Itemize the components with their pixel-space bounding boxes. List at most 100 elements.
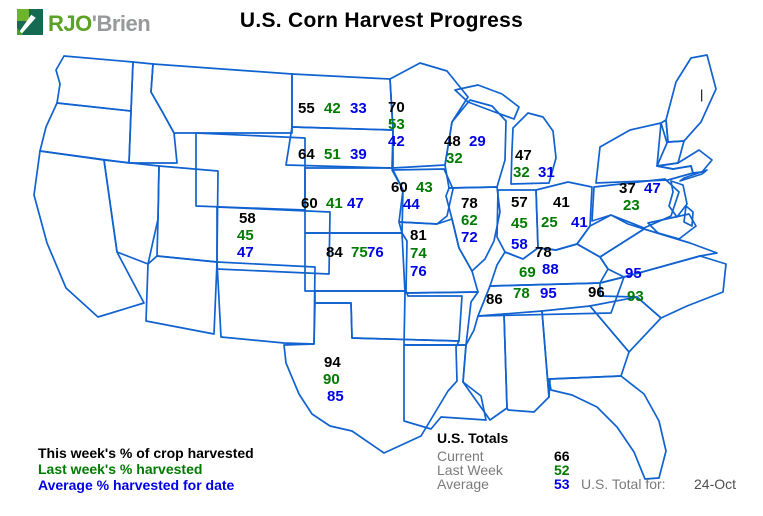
state-shape-washington bbox=[55, 55, 134, 112]
ne-average-value: 47 bbox=[347, 195, 364, 212]
state-shape-pennsylvania bbox=[591, 178, 680, 229]
ne-lastweek-value: 41 bbox=[326, 195, 343, 212]
in-average-value: 58 bbox=[511, 236, 528, 253]
wi-current-value: 48 bbox=[444, 133, 461, 150]
mi-average-value: 31 bbox=[538, 164, 555, 181]
in-current-value: 57 bbox=[511, 194, 528, 211]
mo-lastweek-value: 74 bbox=[410, 245, 427, 262]
state-shape-delaware bbox=[683, 205, 694, 227]
nc-current-value: 96 bbox=[588, 284, 605, 301]
totals-heading: U.S. Totals bbox=[437, 430, 509, 446]
logo-text-rjo: RJO bbox=[48, 11, 92, 36]
state-shape-kansas bbox=[304, 232, 408, 292]
state-shape-oklahoma bbox=[314, 290, 463, 342]
ne-current-value: 60 bbox=[301, 195, 318, 212]
logo-green-square bbox=[17, 9, 29, 21]
tn-lastweek-value: 78 bbox=[513, 285, 530, 302]
state-shape-iowa bbox=[391, 168, 454, 225]
nc-average-value: 95 bbox=[625, 265, 642, 282]
state-shape-virginia bbox=[599, 228, 718, 278]
totals-footer-label: U.S. Total for: bbox=[581, 476, 666, 492]
logo-green-triangle bbox=[17, 27, 24, 35]
nc-lastweek-value: 93 bbox=[627, 288, 644, 305]
oh-lastweek-value: 25 bbox=[541, 214, 558, 231]
ks-lastweek-value: 75 bbox=[351, 244, 368, 261]
wi-lastweek-value: 32 bbox=[446, 150, 463, 167]
mi-lastweek-value: 32 bbox=[513, 164, 530, 181]
nd-lastweek-value: 42 bbox=[324, 100, 341, 117]
state-shape-california bbox=[33, 150, 145, 318]
ky-current-value: 78 bbox=[535, 244, 552, 261]
state-shape-maryland bbox=[647, 213, 697, 240]
co-current-value: 58 bbox=[239, 210, 256, 227]
mo-average-value: 76 bbox=[410, 263, 427, 280]
pa-average-value: 47 bbox=[644, 180, 661, 197]
mo-current-value: 81 bbox=[410, 227, 427, 244]
oh-current-value: 41 bbox=[553, 194, 570, 211]
tx-average-value: 85 bbox=[327, 388, 344, 405]
state-shape-louisiana bbox=[403, 344, 487, 430]
state-shape-vermont-new-hampshire bbox=[656, 119, 685, 167]
legend-item-lastweek: Last week's % harvested bbox=[38, 461, 203, 477]
pa-current-value: 37 bbox=[619, 180, 636, 197]
ia-current-value: 60 bbox=[391, 179, 408, 196]
totals-value-current: 66 bbox=[554, 448, 570, 464]
mn-current-value: 70 bbox=[388, 99, 405, 116]
state-shape-florida bbox=[548, 375, 667, 480]
co-average-value: 47 bbox=[237, 244, 254, 261]
state-shape-arizona bbox=[145, 255, 218, 335]
shape-long-island bbox=[679, 169, 708, 182]
tx-current-value: 94 bbox=[324, 354, 341, 371]
state-shape-georgia bbox=[541, 305, 630, 398]
il-current-value: 78 bbox=[461, 195, 478, 212]
nd-current-value: 55 bbox=[298, 100, 315, 117]
tn-average-value: 95 bbox=[540, 285, 557, 302]
il-lastweek-value: 62 bbox=[461, 212, 478, 229]
state-shape-nebraska bbox=[304, 167, 404, 234]
state-shape-wisconsin bbox=[444, 99, 507, 189]
state-shape-montana bbox=[150, 63, 293, 134]
ks-average-value: 76 bbox=[367, 244, 384, 261]
ky-lastweek-value: 69 bbox=[519, 264, 536, 281]
state-shape-new-mexico bbox=[216, 261, 316, 345]
totals-value-lastweek: 52 bbox=[554, 462, 570, 478]
state-shape-tennessee bbox=[477, 276, 625, 317]
tx-lastweek-value: 90 bbox=[323, 371, 340, 388]
ky-average-value: 88 bbox=[542, 261, 559, 278]
ks-current-value: 84 bbox=[326, 244, 343, 261]
state-shape-maine bbox=[665, 54, 717, 143]
state-shape-oregon bbox=[39, 102, 132, 164]
state-shape-nevada bbox=[103, 159, 160, 265]
totals-label-lastweek: Last Week bbox=[437, 462, 503, 478]
state-shape-colorado bbox=[216, 206, 331, 275]
mi-current-value: 47 bbox=[515, 147, 532, 164]
ia-lastweek-value: 43 bbox=[416, 179, 433, 196]
co-lastweek-value: 45 bbox=[237, 227, 254, 244]
state-shape-new-york bbox=[595, 122, 694, 184]
ia-average-value: 44 bbox=[403, 196, 420, 213]
mn-average-value: 42 bbox=[388, 133, 405, 150]
state-shape-alabama bbox=[503, 310, 550, 413]
in-lastweek-value: 45 bbox=[511, 215, 528, 232]
state-shape-arkansas bbox=[403, 291, 479, 346]
wi-average-value: 29 bbox=[469, 133, 486, 150]
mn-lastweek-value: 53 bbox=[388, 116, 405, 133]
logo-text-brien: 'Brien bbox=[91, 11, 151, 36]
legend-item-average: Average % harvested for date bbox=[38, 477, 235, 493]
page-title: U.S. Corn Harvest Progress bbox=[239, 9, 524, 32]
pa-lastweek-value: 23 bbox=[623, 197, 640, 214]
totals-footer-date: 24-Oct bbox=[694, 476, 737, 492]
state-shape-mississippi bbox=[462, 313, 508, 421]
rjobrien-logo-text: RJO'Brien bbox=[48, 11, 151, 37]
totals-label-current: Current bbox=[437, 448, 484, 464]
nd-average-value: 33 bbox=[350, 100, 367, 117]
il-average-value: 72 bbox=[461, 229, 478, 246]
rjobrien-logo-icon bbox=[17, 9, 43, 35]
state-shape-texas bbox=[283, 302, 460, 454]
state-shape-idaho bbox=[128, 61, 178, 164]
state-shape-utah bbox=[156, 165, 219, 263]
totals-label-average: Average bbox=[437, 476, 489, 492]
oh-average-value: 41 bbox=[571, 214, 588, 231]
